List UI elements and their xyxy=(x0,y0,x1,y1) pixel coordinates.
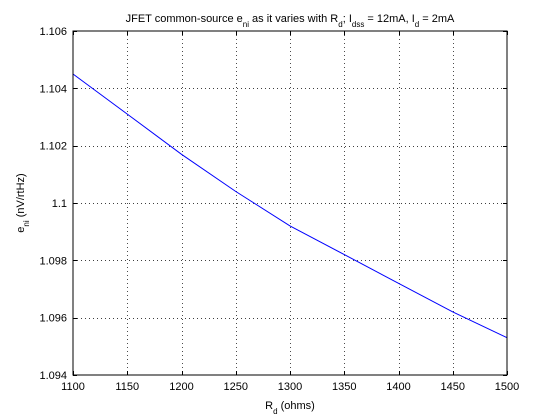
x-tick-label: 1200 xyxy=(169,381,193,393)
grid xyxy=(73,31,507,375)
y-tick-labels: 1.094 1.096 1.098 1.1 1.102 1.104 1.106 xyxy=(39,26,67,382)
y-tick-label: 1.094 xyxy=(39,370,67,382)
y-tick-label: 1.102 xyxy=(39,141,67,153)
y-axis-label: eni (nV/rtHz) xyxy=(15,173,31,232)
x-tick-label: 1150 xyxy=(115,381,139,393)
y-tick-label: 1.106 xyxy=(39,26,67,38)
x-tick-label: 1500 xyxy=(495,381,519,393)
x-tick-label: 1250 xyxy=(224,381,248,393)
series-line xyxy=(72,73,508,339)
x-tick-label: 1400 xyxy=(386,381,410,393)
y-tick-label: 1.104 xyxy=(39,83,67,95)
y-tick-label: 1.1 xyxy=(52,198,67,210)
ticks xyxy=(73,31,508,376)
y-tick-label: 1.096 xyxy=(39,313,67,325)
x-tick-label: 1450 xyxy=(441,381,465,393)
x-tick-label: 1300 xyxy=(278,381,302,393)
x-axis-label: Rd (ohms) xyxy=(265,400,315,416)
x-tick-label: 1100 xyxy=(61,381,85,393)
chart-title: JFET common-source eni as it varies with… xyxy=(126,13,455,29)
x-tick-labels: 1100 1150 1200 1250 1300 1350 1400 1450 1500 xyxy=(61,381,519,393)
y-tick-label: 1.098 xyxy=(39,255,67,267)
x-tick-label: 1350 xyxy=(332,381,356,393)
series-layer xyxy=(72,73,508,339)
